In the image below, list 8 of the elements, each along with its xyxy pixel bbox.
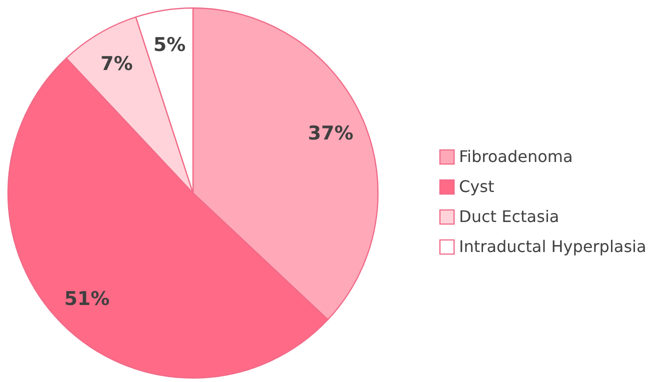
legend-label: Fibroadenoma xyxy=(459,147,573,166)
data-label: 5% xyxy=(153,34,186,56)
legend-label: Intraductal Hyperplasia xyxy=(459,237,646,256)
data-label: 37% xyxy=(308,122,354,144)
data-label: 7% xyxy=(100,52,133,75)
data-label: 51% xyxy=(64,288,110,310)
legend-label: Duct Ectasia xyxy=(459,207,560,226)
legend-label: Cyst xyxy=(459,177,494,196)
